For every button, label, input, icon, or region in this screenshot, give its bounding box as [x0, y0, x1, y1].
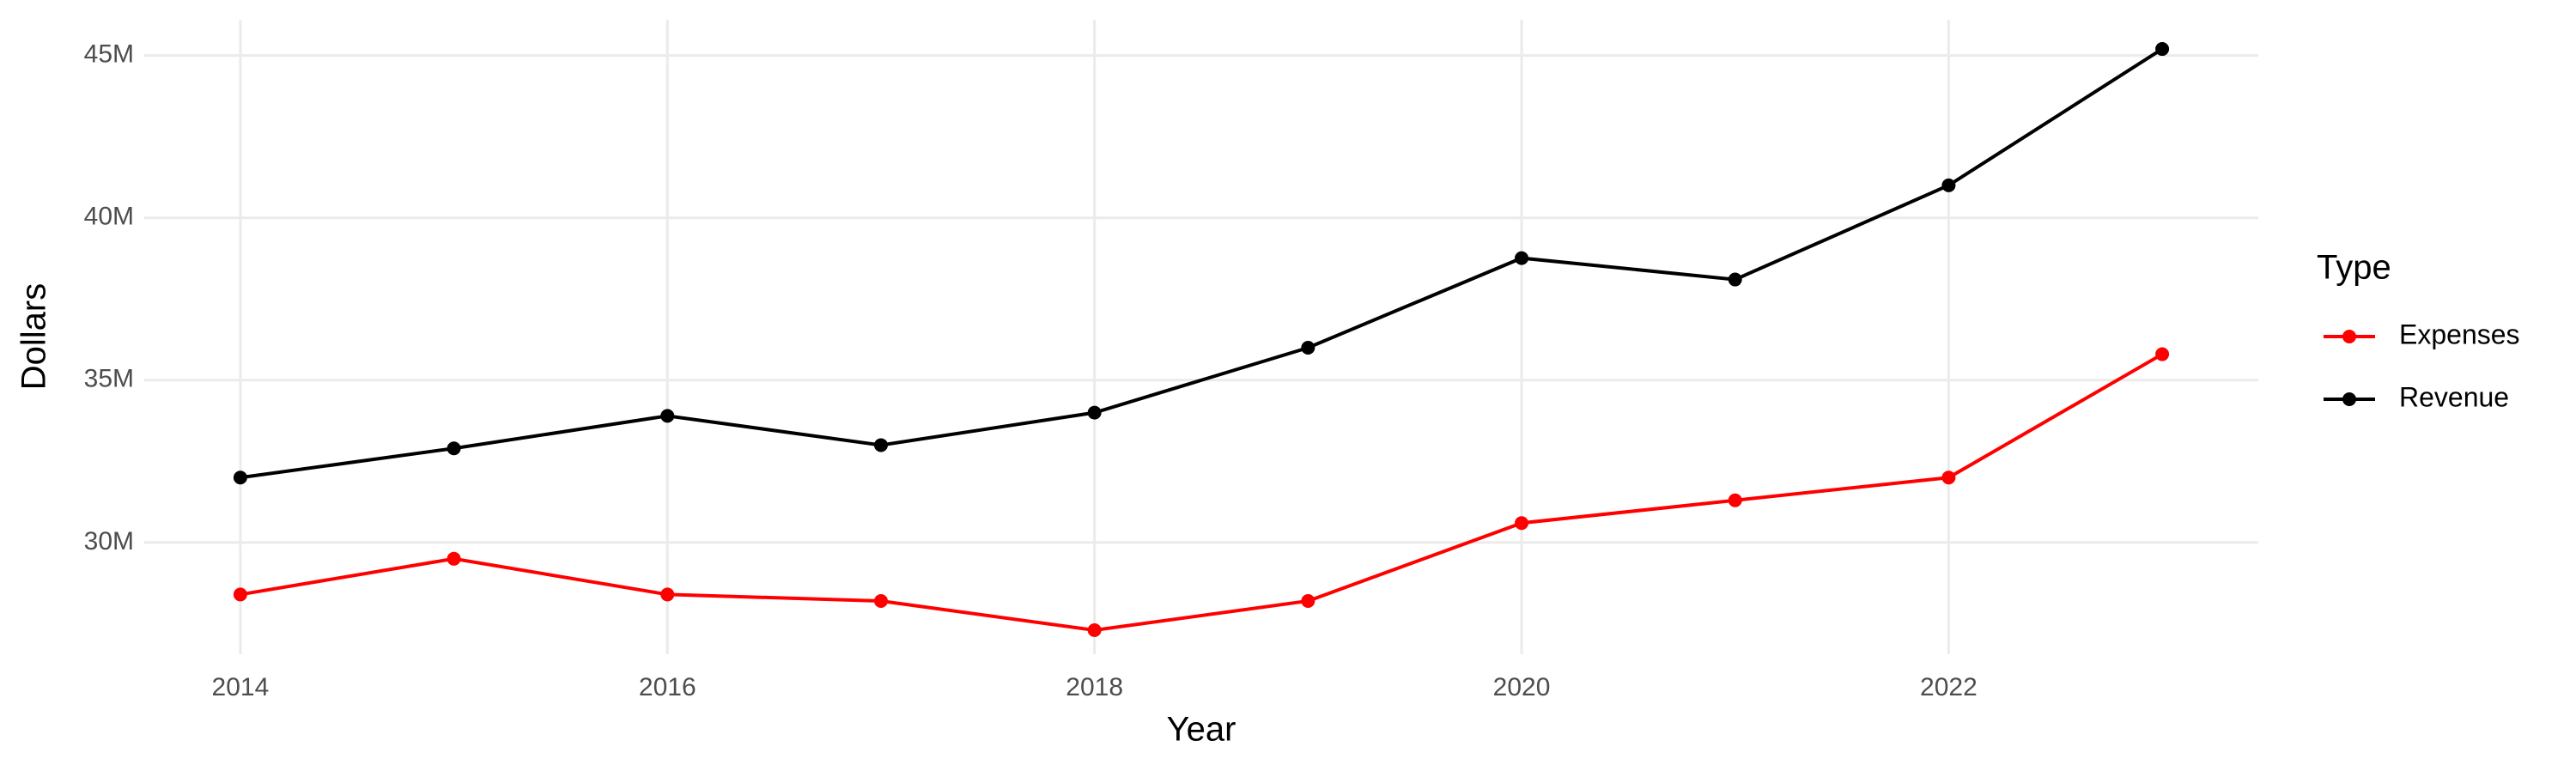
- x-tick-label: 2014: [212, 673, 270, 701]
- data-point: [1941, 470, 1956, 485]
- data-point: [1515, 516, 1529, 531]
- data-point: [233, 470, 247, 485]
- data-point: [1087, 623, 1102, 638]
- legend-key-point: [2342, 330, 2356, 343]
- x-tick-label: 2018: [1066, 673, 1123, 701]
- data-point: [1728, 493, 1742, 507]
- legend-key-point: [2342, 392, 2356, 406]
- x-tick-label: 2016: [639, 673, 696, 701]
- y-axis-title: Dollars: [15, 283, 53, 390]
- x-axis-title: Year: [1167, 711, 1236, 749]
- data-point: [2155, 42, 2170, 57]
- y-tick-label: 30M: [84, 527, 134, 555]
- data-point: [660, 409, 675, 423]
- data-point: [1515, 251, 1529, 265]
- data-point: [447, 551, 461, 566]
- data-point: [1941, 178, 1956, 192]
- data-point: [1301, 593, 1315, 608]
- data-point: [873, 438, 888, 452]
- series-line: [240, 352, 2164, 633]
- data-point: [1301, 340, 1315, 355]
- y-tick-label: 35M: [84, 365, 134, 393]
- data-point: [2155, 347, 2170, 361]
- data-point: [660, 587, 675, 602]
- legend-label: Revenue: [2399, 381, 2509, 412]
- y-tick-label: 45M: [84, 40, 134, 69]
- data-point: [447, 441, 461, 456]
- data-point: [1087, 405, 1102, 420]
- x-tick-label: 2022: [1920, 673, 1978, 701]
- data-point: [233, 587, 247, 602]
- x-tick-label: 2020: [1493, 673, 1551, 701]
- data-point: [1728, 272, 1742, 287]
- data-point: [873, 593, 888, 608]
- y-tick-label: 40M: [84, 203, 134, 231]
- legend-title: Type: [2317, 249, 2391, 287]
- series-line: [240, 47, 2164, 480]
- legend-label: Expenses: [2399, 319, 2520, 349]
